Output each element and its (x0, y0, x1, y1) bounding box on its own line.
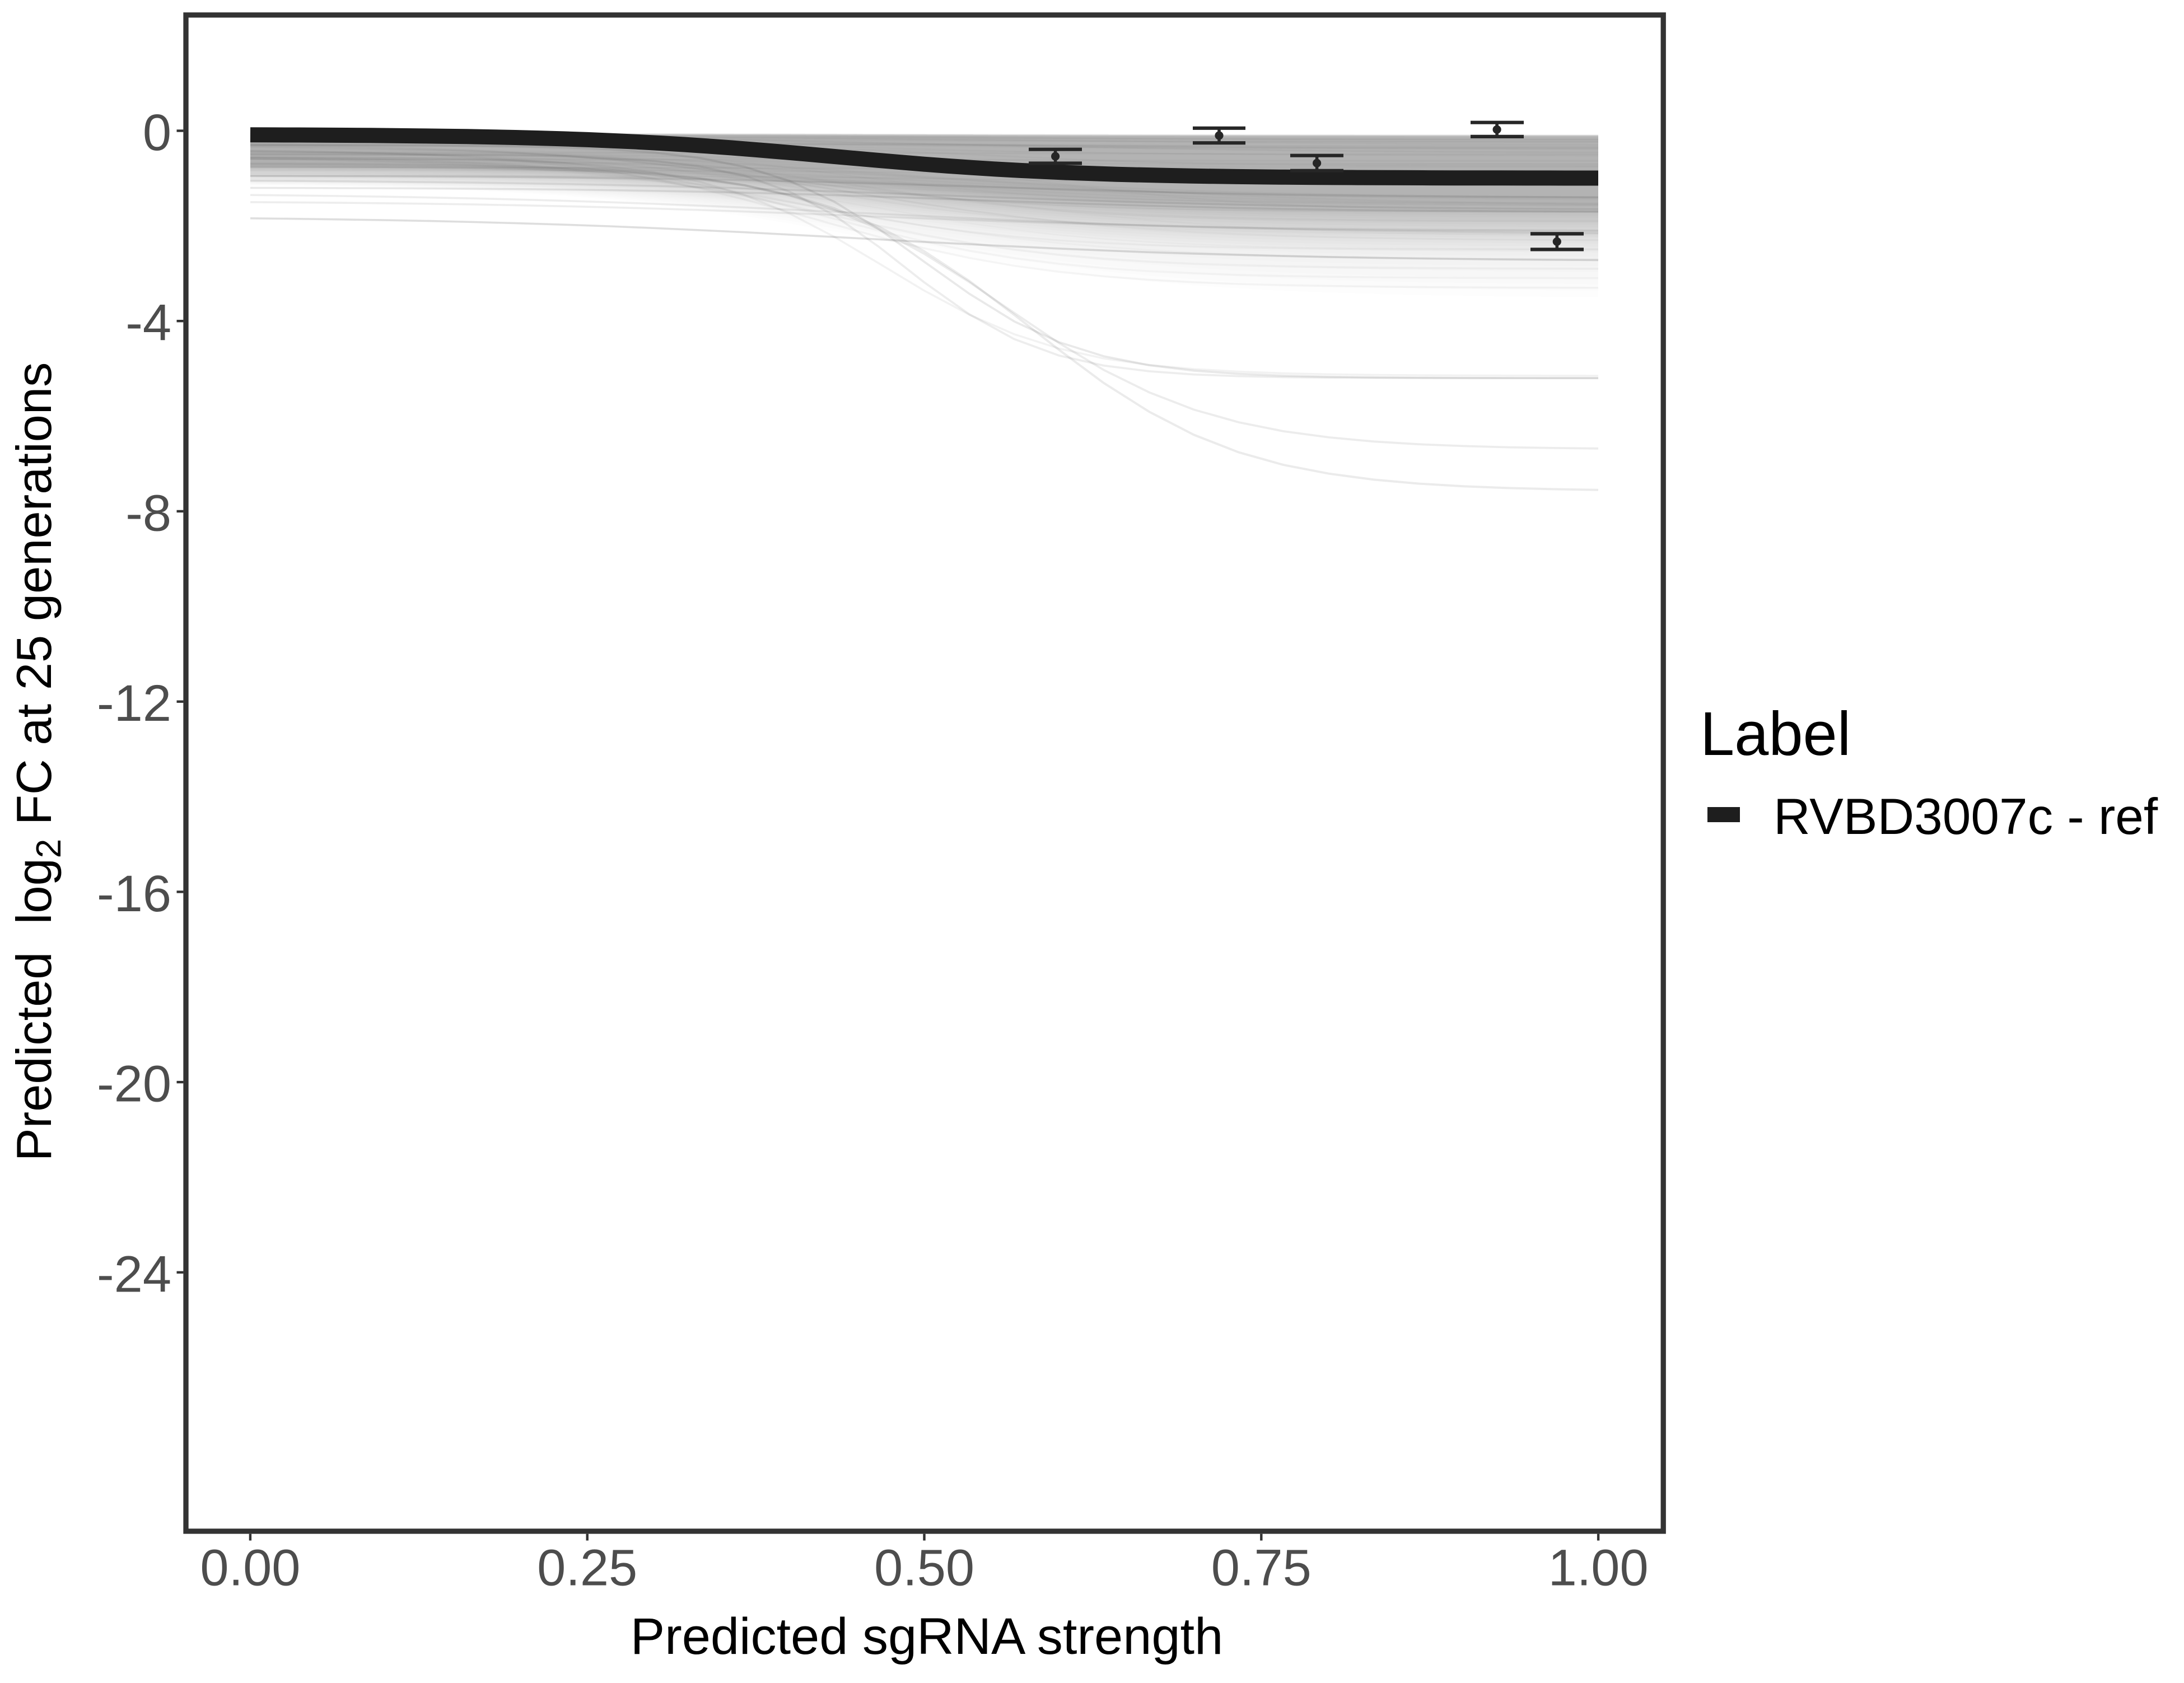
svg-text:0.75: 0.75 (1211, 1540, 1312, 1597)
svg-text:-4: -4 (125, 295, 171, 352)
svg-text:-20: -20 (97, 1056, 171, 1113)
svg-text:-8: -8 (125, 484, 171, 542)
svg-text:RVBD3007c - ref: RVBD3007c - ref (1774, 789, 2158, 845)
svg-text:0.00: 0.00 (200, 1540, 300, 1597)
svg-text:-24: -24 (97, 1246, 171, 1303)
svg-text:0.50: 0.50 (874, 1540, 974, 1597)
svg-text:Predicted sgRNA strength: Predicted sgRNA strength (631, 1608, 1224, 1665)
svg-text:0.25: 0.25 (537, 1540, 637, 1597)
svg-text:0: 0 (143, 104, 171, 161)
svg-text:1.00: 1.00 (1548, 1540, 1649, 1597)
svg-text:-16: -16 (97, 865, 171, 922)
svg-text:-12: -12 (97, 675, 171, 732)
svg-text:Predicted log2 FC at 25 gener: Predicted log2 FC at 25 generations (6, 362, 68, 1162)
svg-text:Label: Label (1700, 700, 1851, 768)
